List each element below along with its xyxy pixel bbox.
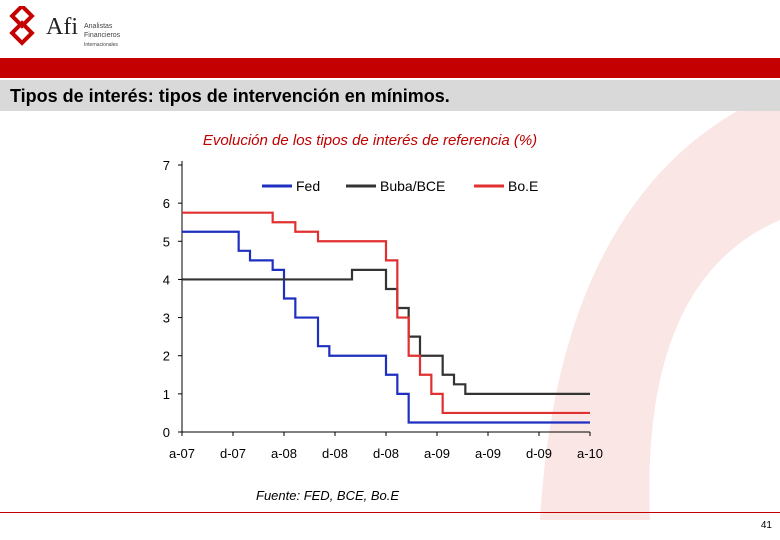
x-tick-label: a-09 (475, 446, 501, 461)
x-tick-label: d-08 (373, 446, 399, 461)
y-tick-label: 3 (163, 311, 170, 326)
y-tick-label: 6 (163, 196, 170, 211)
header-red-bar (0, 58, 780, 78)
logo-text: Afi (46, 14, 78, 40)
y-tick-label: 1 (163, 387, 170, 402)
x-tick-label: d-08 (322, 446, 348, 461)
slide-title: Tipos de interés: tipos de intervención … (10, 86, 450, 106)
x-tick-label: a-08 (271, 446, 297, 461)
x-tick-label: d-07 (220, 446, 246, 461)
logo-sub-2: Financieros (84, 32, 121, 39)
series-line (182, 211, 590, 415)
x-tick-label: d-09 (526, 446, 552, 461)
page-number: 41 (760, 520, 772, 531)
logo-sub-3: Internacionales (84, 42, 118, 48)
chart-title: Evolución de los tipos de interés de ref… (202, 132, 538, 149)
title-bar: Tipos de interés: tipos de intervención … (0, 80, 780, 111)
afi-logo: Afi Analistas Financieros Internacionale… (6, 6, 146, 56)
footer-line (0, 512, 780, 513)
source-note: Fuente: FED, BCE, Bo.E (256, 488, 400, 503)
series-line (182, 268, 590, 395)
y-tick-label: 7 (163, 158, 170, 173)
series-line (182, 230, 590, 424)
x-tick-label: a-10 (577, 446, 603, 461)
x-tick-label: a-09 (424, 446, 450, 461)
logo-sub-1: Analistas (84, 23, 113, 30)
x-tick-label: a-07 (169, 446, 195, 461)
legend-label: Bo.E (508, 178, 538, 194)
y-tick-label: 5 (163, 234, 170, 249)
legend-label: Buba/BCE (380, 178, 445, 194)
y-tick-label: 4 (163, 272, 170, 287)
legend-label: Fed (296, 178, 320, 194)
afi-logo-icon (9, 6, 35, 46)
y-tick-label: 0 (163, 425, 170, 440)
y-tick-label: 2 (163, 349, 170, 364)
